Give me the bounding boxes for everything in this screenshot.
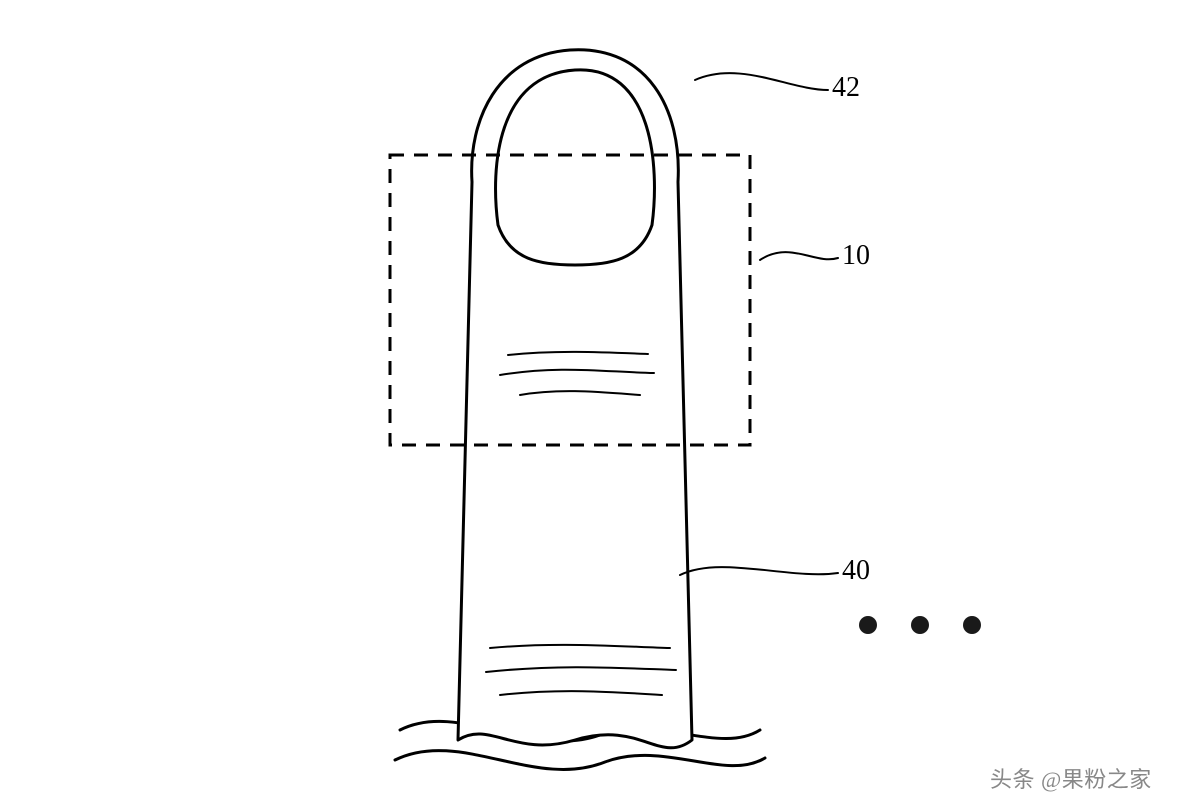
watermark-text: 头条 @果粉之家 xyxy=(990,762,1152,794)
diagram-svg xyxy=(0,0,1200,794)
diagram-stage: 42 10 40 头条 @果粉之家 xyxy=(0,0,1200,794)
label-42: 42 xyxy=(832,72,860,104)
label-10: 10 xyxy=(842,240,870,272)
label-40: 40 xyxy=(842,555,870,587)
